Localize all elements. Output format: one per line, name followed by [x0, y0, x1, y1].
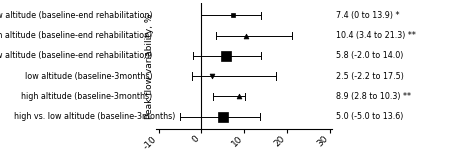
Text: 8.9 (2.8 to 10.3) **: 8.9 (2.8 to 10.3) ** — [336, 92, 411, 101]
Text: low altitude (baseline-end rehabilitation): low altitude (baseline-end rehabilitatio… — [0, 11, 152, 20]
Text: 7.4 (0 to 13.9) *: 7.4 (0 to 13.9) * — [336, 11, 400, 20]
Text: 2.5 (-2.2 to 17.5): 2.5 (-2.2 to 17.5) — [336, 72, 404, 81]
Text: 5.8 (-2.0 to 14.0): 5.8 (-2.0 to 14.0) — [336, 51, 403, 60]
Y-axis label: Peak flow variability, %: Peak flow variability, % — [145, 13, 154, 119]
Text: high altitude (baseline-3months): high altitude (baseline-3months) — [21, 92, 152, 101]
Text: high altitude (baseline-end rehabilitation): high altitude (baseline-end rehabilitati… — [0, 31, 152, 40]
Text: high vs. low altitude (baseline-3months): high vs. low altitude (baseline-3months) — [14, 112, 176, 121]
Text: 10.4 (3.4 to 21.3) **: 10.4 (3.4 to 21.3) ** — [336, 31, 416, 40]
Text: low altitude (baseline-3months): low altitude (baseline-3months) — [25, 72, 152, 81]
Text: 5.0 (-5.0 to 13.6): 5.0 (-5.0 to 13.6) — [336, 112, 403, 121]
Text: high vs. low altitude (baseline-end rehabilitation): high vs. low altitude (baseline-end reha… — [0, 51, 152, 60]
